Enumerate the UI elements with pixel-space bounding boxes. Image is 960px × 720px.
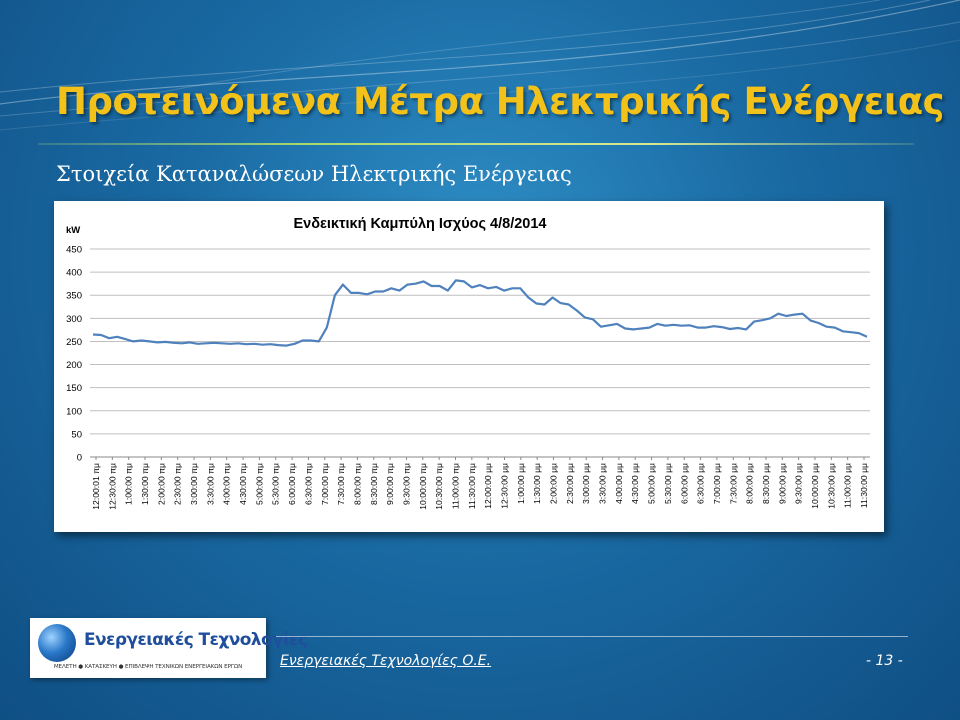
y-tick-label: 50 [71,429,82,440]
series-line [92,279,868,347]
x-tick-label: 6:00:00 μμ [679,463,689,504]
x-tick-label: 8:00:00 πμ [352,463,362,505]
x-tick-label: 6:30:00 πμ [303,463,313,505]
slide-subtitle: Στοιχεία Καταναλώσεων Ηλεκτρικής Ενέργει… [56,162,572,186]
y-tick-label: 100 [66,406,82,417]
x-tick-label: 8:00:00 μμ [745,463,755,504]
x-tick-label: 10:00:00 μμ [810,463,820,509]
x-tick-label: 7:30:00 πμ [336,463,346,505]
x-tick-label: 10:00:00 πμ [418,463,428,510]
x-tick-label: 10:30:00 μμ [826,463,836,509]
y-tick-label: 400 [66,268,82,279]
x-tick-label: 9:00:00 μμ [777,463,787,504]
x-tick-label: 8:30:00 μμ [761,463,771,504]
x-tick-label: 1:30:00 πμ [140,463,150,505]
x-tick-label: 4:00:00 μμ [614,463,624,504]
chart-title: Ενδεικτική Καμπύλη Ισχύος 4/8/2014 [293,216,546,232]
slide-title: Προτεινόμενα Μέτρα Ηλεκτρικής Ενέργειας [56,80,945,123]
x-tick-label: 6:00:00 πμ [287,463,297,505]
x-tick-label: 7:00:00 πμ [320,463,330,505]
x-tick-label: 4:00:00 πμ [222,463,232,505]
x-tick-label: 10:30:00 πμ [434,463,444,510]
x-tick-label: 2:30:00 μμ [565,463,575,504]
page-number: - 13 - [866,653,903,669]
x-tick-label: 5:00:00 πμ [254,463,264,505]
x-tick-label: 3:30:00 μμ [598,463,608,504]
x-tick-label: 12:00:01 πμ [91,463,101,510]
x-tick-label: 4:30:00 μμ [630,463,640,504]
y-tick-label: 450 [66,245,82,256]
logo-name: Ενεργειακές Τεχνολογίες [84,630,308,650]
y-tick-label: 150 [66,383,82,394]
title-divider [38,143,914,145]
x-tick-label: 9:00:00 πμ [385,463,395,505]
x-tick-label: 3:30:00 πμ [205,463,215,505]
x-tick-label: 4:30:00 πμ [238,463,248,505]
x-tick-label: 11:00:00 μμ [843,463,853,508]
footer-company: Ενεργειακές Τεχνολογίες Ο.Ε. [280,653,492,669]
y-tick-label: 350 [66,291,82,302]
x-tick-label: 12:30:00 πμ [107,463,117,510]
x-tick-label: 12:00:00 μμ [483,463,493,509]
x-tick-label: 1:00:00 πμ [124,463,134,505]
logo-tagline: ΜΕΛΕΤΗ ● ΚΑΤΑΣΚΕΥΗ ● ΕΠΙΒΛΕΨΗ ΤΕΧΝΙΚΩΝ Ε… [53,664,243,670]
x-tick-label: 9:30:00 πμ [401,463,411,505]
y-axis-label: kW [66,225,80,236]
x-tick-label: 11:00:00 πμ [450,463,460,509]
footer-divider [276,636,908,637]
x-tick-label: 8:30:00 πμ [369,463,379,505]
x-tick-label: 2:00:00 μμ [549,463,559,504]
x-tick-label: 2:00:00 πμ [156,463,166,505]
x-tick-label: 12:30:00 μμ [500,463,510,509]
x-tick-label: 6:30:00 μμ [696,463,706,504]
background-swoosh-lines [0,0,960,131]
x-tick-label: 9:30:00 μμ [794,463,804,504]
power-curve-chart: Ενδεικτική Καμπύλη Ισχύος 4/8/2014 kW 0 50 1… [54,201,884,532]
x-tick-label: 5:00:00 μμ [647,463,657,504]
x-tick-label: 1:30:00 μμ [532,463,542,504]
x-tick-label: 7:00:00 μμ [712,463,722,504]
x-tick-label: 2:30:00 πμ [173,463,183,505]
chart-svg: Ενδεικτική Καμπύλη Ισχύος 4/8/2014 kW 0 50 1… [66,216,870,510]
x-tick-label: 11:30:00 πμ [467,463,477,509]
x-tick-label: 3:00:00 πμ [189,463,199,505]
x-tick-label: 7:30:00 μμ [728,463,738,504]
x-tick-label: 1:00:00 μμ [516,463,526,504]
y-tick-label: 250 [66,337,82,348]
globe-icon [38,624,76,662]
y-tick-label: 200 [66,360,82,371]
x-tick-label: 5:30:00 μμ [663,463,673,504]
x-tick-label: 5:30:00 πμ [271,463,281,505]
y-tick-label: 0 [77,453,82,464]
company-logo: Ενεργειακές Τεχνολογίες ΜΕΛΕΤΗ ● ΚΑΤΑΣΚΕ… [30,618,308,678]
x-tick-label: 11:30:00 μμ [859,463,869,508]
x-tick-label: 3:00:00 μμ [581,463,591,504]
y-tick-label: 300 [66,314,82,325]
